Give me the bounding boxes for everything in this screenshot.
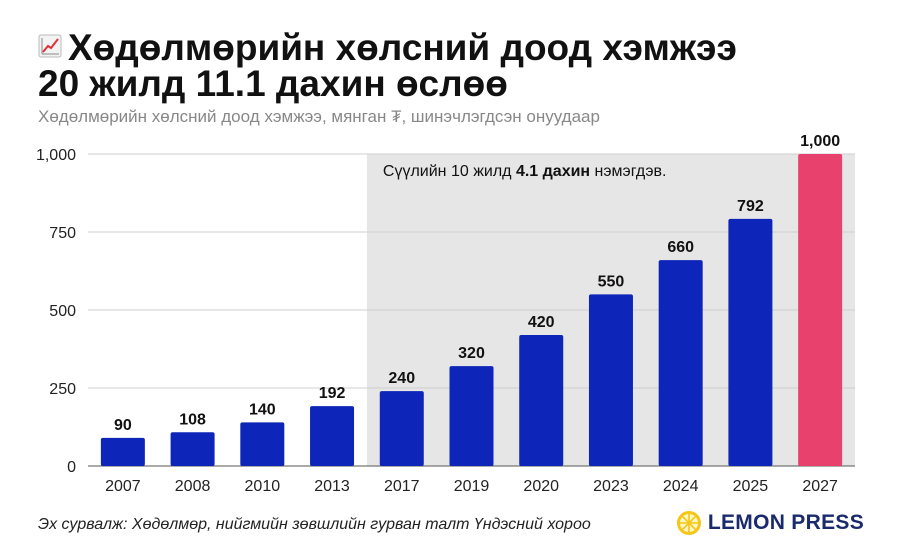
bar <box>519 334 564 466</box>
value-label: 90 <box>114 417 132 434</box>
bar <box>798 154 843 466</box>
value-label: 140 <box>249 401 276 418</box>
lemon-icon <box>676 511 701 535</box>
value-label: 1,000 <box>800 133 840 150</box>
chart-increasing-icon <box>38 34 62 58</box>
bar <box>100 437 145 466</box>
x-tick-label: 2008 <box>175 478 211 495</box>
title-line-2: 20 жилд 11.1 дахин өслөө <box>38 63 508 104</box>
y-tick-label: 250 <box>49 381 76 398</box>
y-tick-label: 500 <box>49 303 76 320</box>
chart-title: Хөдөлмөрийн хөлсний доод хэмжээ 20 жилд … <box>38 27 868 104</box>
bar <box>449 366 494 466</box>
x-tick-label: 2027 <box>802 478 838 495</box>
x-tick-label: 2024 <box>663 478 699 495</box>
x-tick-label: 2013 <box>314 478 350 495</box>
x-tick-label: 2023 <box>593 478 629 495</box>
x-tick-label: 2020 <box>523 478 559 495</box>
title-line-1: Хөдөлмөрийн хөлсний доод хэмжээ <box>68 27 737 68</box>
title-block: Хөдөлмөрийн хөлсний доод хэмжээ 20 жилд … <box>38 27 868 104</box>
value-label: 320 <box>458 345 485 362</box>
x-tick-label: 2017 <box>384 478 420 495</box>
y-tick-label: 750 <box>49 225 76 242</box>
annotation: Сүүлийн 10 жилд 4.1 дахин нэмэгдэв. <box>383 163 667 180</box>
bar <box>240 422 285 466</box>
bar <box>588 294 633 466</box>
bar-chart: 0 250 500 750 1,000 90 2007 108 2008 140 2010 192 20… <box>36 133 855 495</box>
value-label: 108 <box>179 411 206 428</box>
value-label: 420 <box>528 314 555 331</box>
value-label: 792 <box>737 198 764 215</box>
y-tick-label: 1,000 <box>36 147 76 164</box>
x-tick-label: 2010 <box>245 478 281 495</box>
bar <box>379 391 424 466</box>
value-label: 550 <box>598 273 625 290</box>
x-tick-label: 2007 <box>105 478 141 495</box>
y-tick-label: 0 <box>67 459 76 476</box>
x-tick-label: 2025 <box>733 478 769 495</box>
bar <box>658 260 703 466</box>
source-note: Эх сурвалж: Хөдөлмөр, нийгмийн зөвшлийн … <box>38 516 591 533</box>
chart-subtitle: Хөдөлмөрийн хөлсний доод хэмжээ, мянган … <box>38 107 600 126</box>
x-tick-label: 2019 <box>454 478 490 495</box>
value-label: 660 <box>667 239 694 256</box>
value-label: 240 <box>388 370 415 387</box>
bar <box>728 218 773 466</box>
brand-logo: LEMON PRESS <box>676 510 864 536</box>
value-label: 192 <box>319 385 346 402</box>
bar <box>310 406 355 466</box>
brand-name: LEMON PRESS <box>707 511 864 534</box>
bar <box>170 432 215 466</box>
